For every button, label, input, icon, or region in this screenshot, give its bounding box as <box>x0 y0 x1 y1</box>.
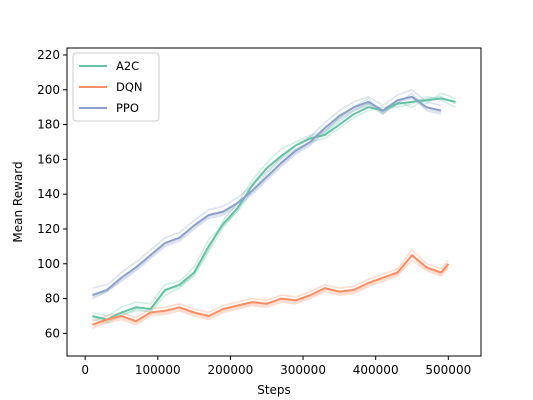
run-line-dqn-1 <box>92 259 449 329</box>
y-tick-label: 160 <box>37 152 60 166</box>
y-axis-label: Mean Reward <box>11 161 25 242</box>
legend: A2C DQN PPO <box>72 52 160 122</box>
y-tick-label: 220 <box>37 48 60 62</box>
run-line-a2c-2 <box>92 95 456 317</box>
mean-line-a2c <box>92 97 456 321</box>
run-line-dqn-3 <box>92 255 449 328</box>
y-tick-label: 200 <box>37 83 60 97</box>
x-tick-label: 200000 <box>208 363 254 377</box>
legend-label-ppo: PPO <box>116 101 139 115</box>
y-tick-label: 100 <box>37 257 60 271</box>
y-tick-label: 120 <box>37 222 60 236</box>
x-axis-label: Steps <box>257 383 291 397</box>
x-tick-label: 100000 <box>135 363 181 377</box>
y-tick-label: 140 <box>37 187 60 201</box>
y-tick-label: 60 <box>45 326 60 340</box>
legend-label-dqn: DQN <box>116 80 143 94</box>
axis-ticks: 0 100000 200000 300000 400000 500000 60 80 100 12… <box>37 48 471 377</box>
x-tick-label: 500000 <box>425 363 471 377</box>
run-line-ppo-2 <box>92 89 442 289</box>
run-line-ppo-1 <box>92 92 442 300</box>
run-line-ppo-3 <box>92 97 442 298</box>
legend-box <box>72 52 160 122</box>
mean-lines <box>92 95 456 326</box>
y-tick-label: 180 <box>37 118 60 132</box>
mean-line-ppo <box>92 95 442 297</box>
run-line-dqn-2 <box>92 249 449 322</box>
mean-line-dqn <box>92 254 450 326</box>
x-tick-label: 0 <box>81 363 89 377</box>
legend-label-a2c: A2C <box>116 59 139 73</box>
x-tick-label: 400000 <box>353 363 399 377</box>
y-tick-label: 80 <box>45 292 60 306</box>
x-tick-label: 300000 <box>280 363 326 377</box>
